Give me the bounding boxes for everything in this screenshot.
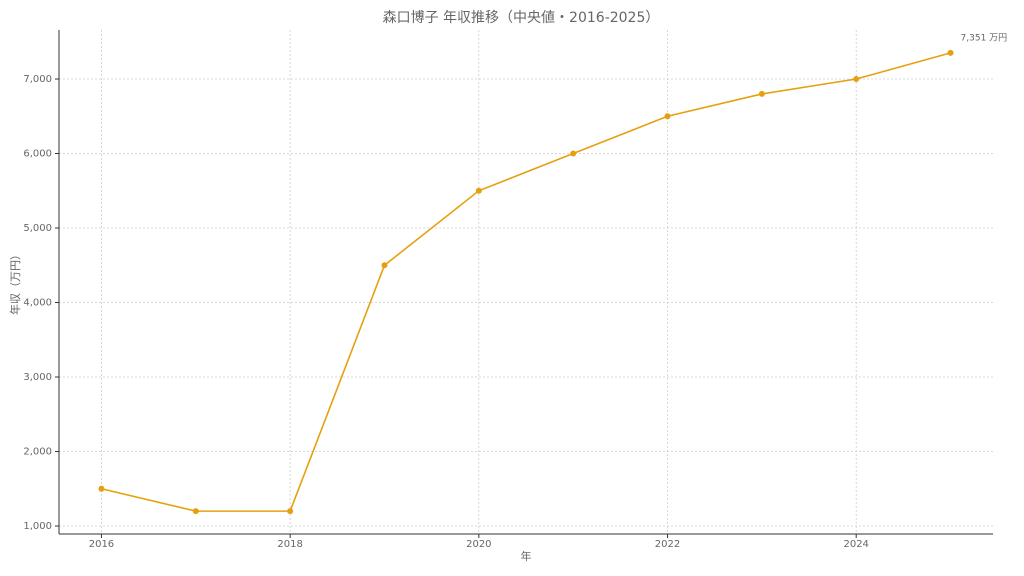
data-point (570, 150, 577, 157)
data-point (98, 485, 105, 492)
data-point (947, 49, 954, 56)
y-tick-label: 4,000 (23, 298, 52, 309)
data-point (287, 508, 294, 515)
y-tick-label: 3,000 (23, 372, 52, 383)
y-axis-label: 年収（万円） (8, 249, 22, 315)
data-point (475, 187, 482, 194)
x-tick-label: 2022 (655, 539, 680, 550)
data-point (758, 90, 765, 97)
data-point (381, 262, 388, 269)
y-tick-label: 1,000 (23, 521, 52, 532)
y-tick-label: 2,000 (23, 447, 52, 458)
data-point (853, 76, 860, 83)
value-label: 7,351 万円 (961, 32, 1008, 43)
x-tick-label: 2016 (89, 539, 114, 550)
data-point (192, 508, 199, 515)
x-tick-label: 2018 (277, 539, 302, 550)
data-point (664, 113, 671, 120)
y-tick-label: 5,000 (23, 223, 52, 234)
x-tick-label: 2024 (843, 539, 868, 550)
y-tick-label: 6,000 (23, 149, 52, 160)
y-tick-label: 7,000 (23, 74, 52, 85)
x-axis-label: 年 (521, 549, 532, 563)
data-line (101, 52, 951, 512)
chart-title: 森口博子 年収推移（中央値・2016-2025） (383, 9, 660, 26)
x-tick-label: 2020 (466, 539, 491, 550)
